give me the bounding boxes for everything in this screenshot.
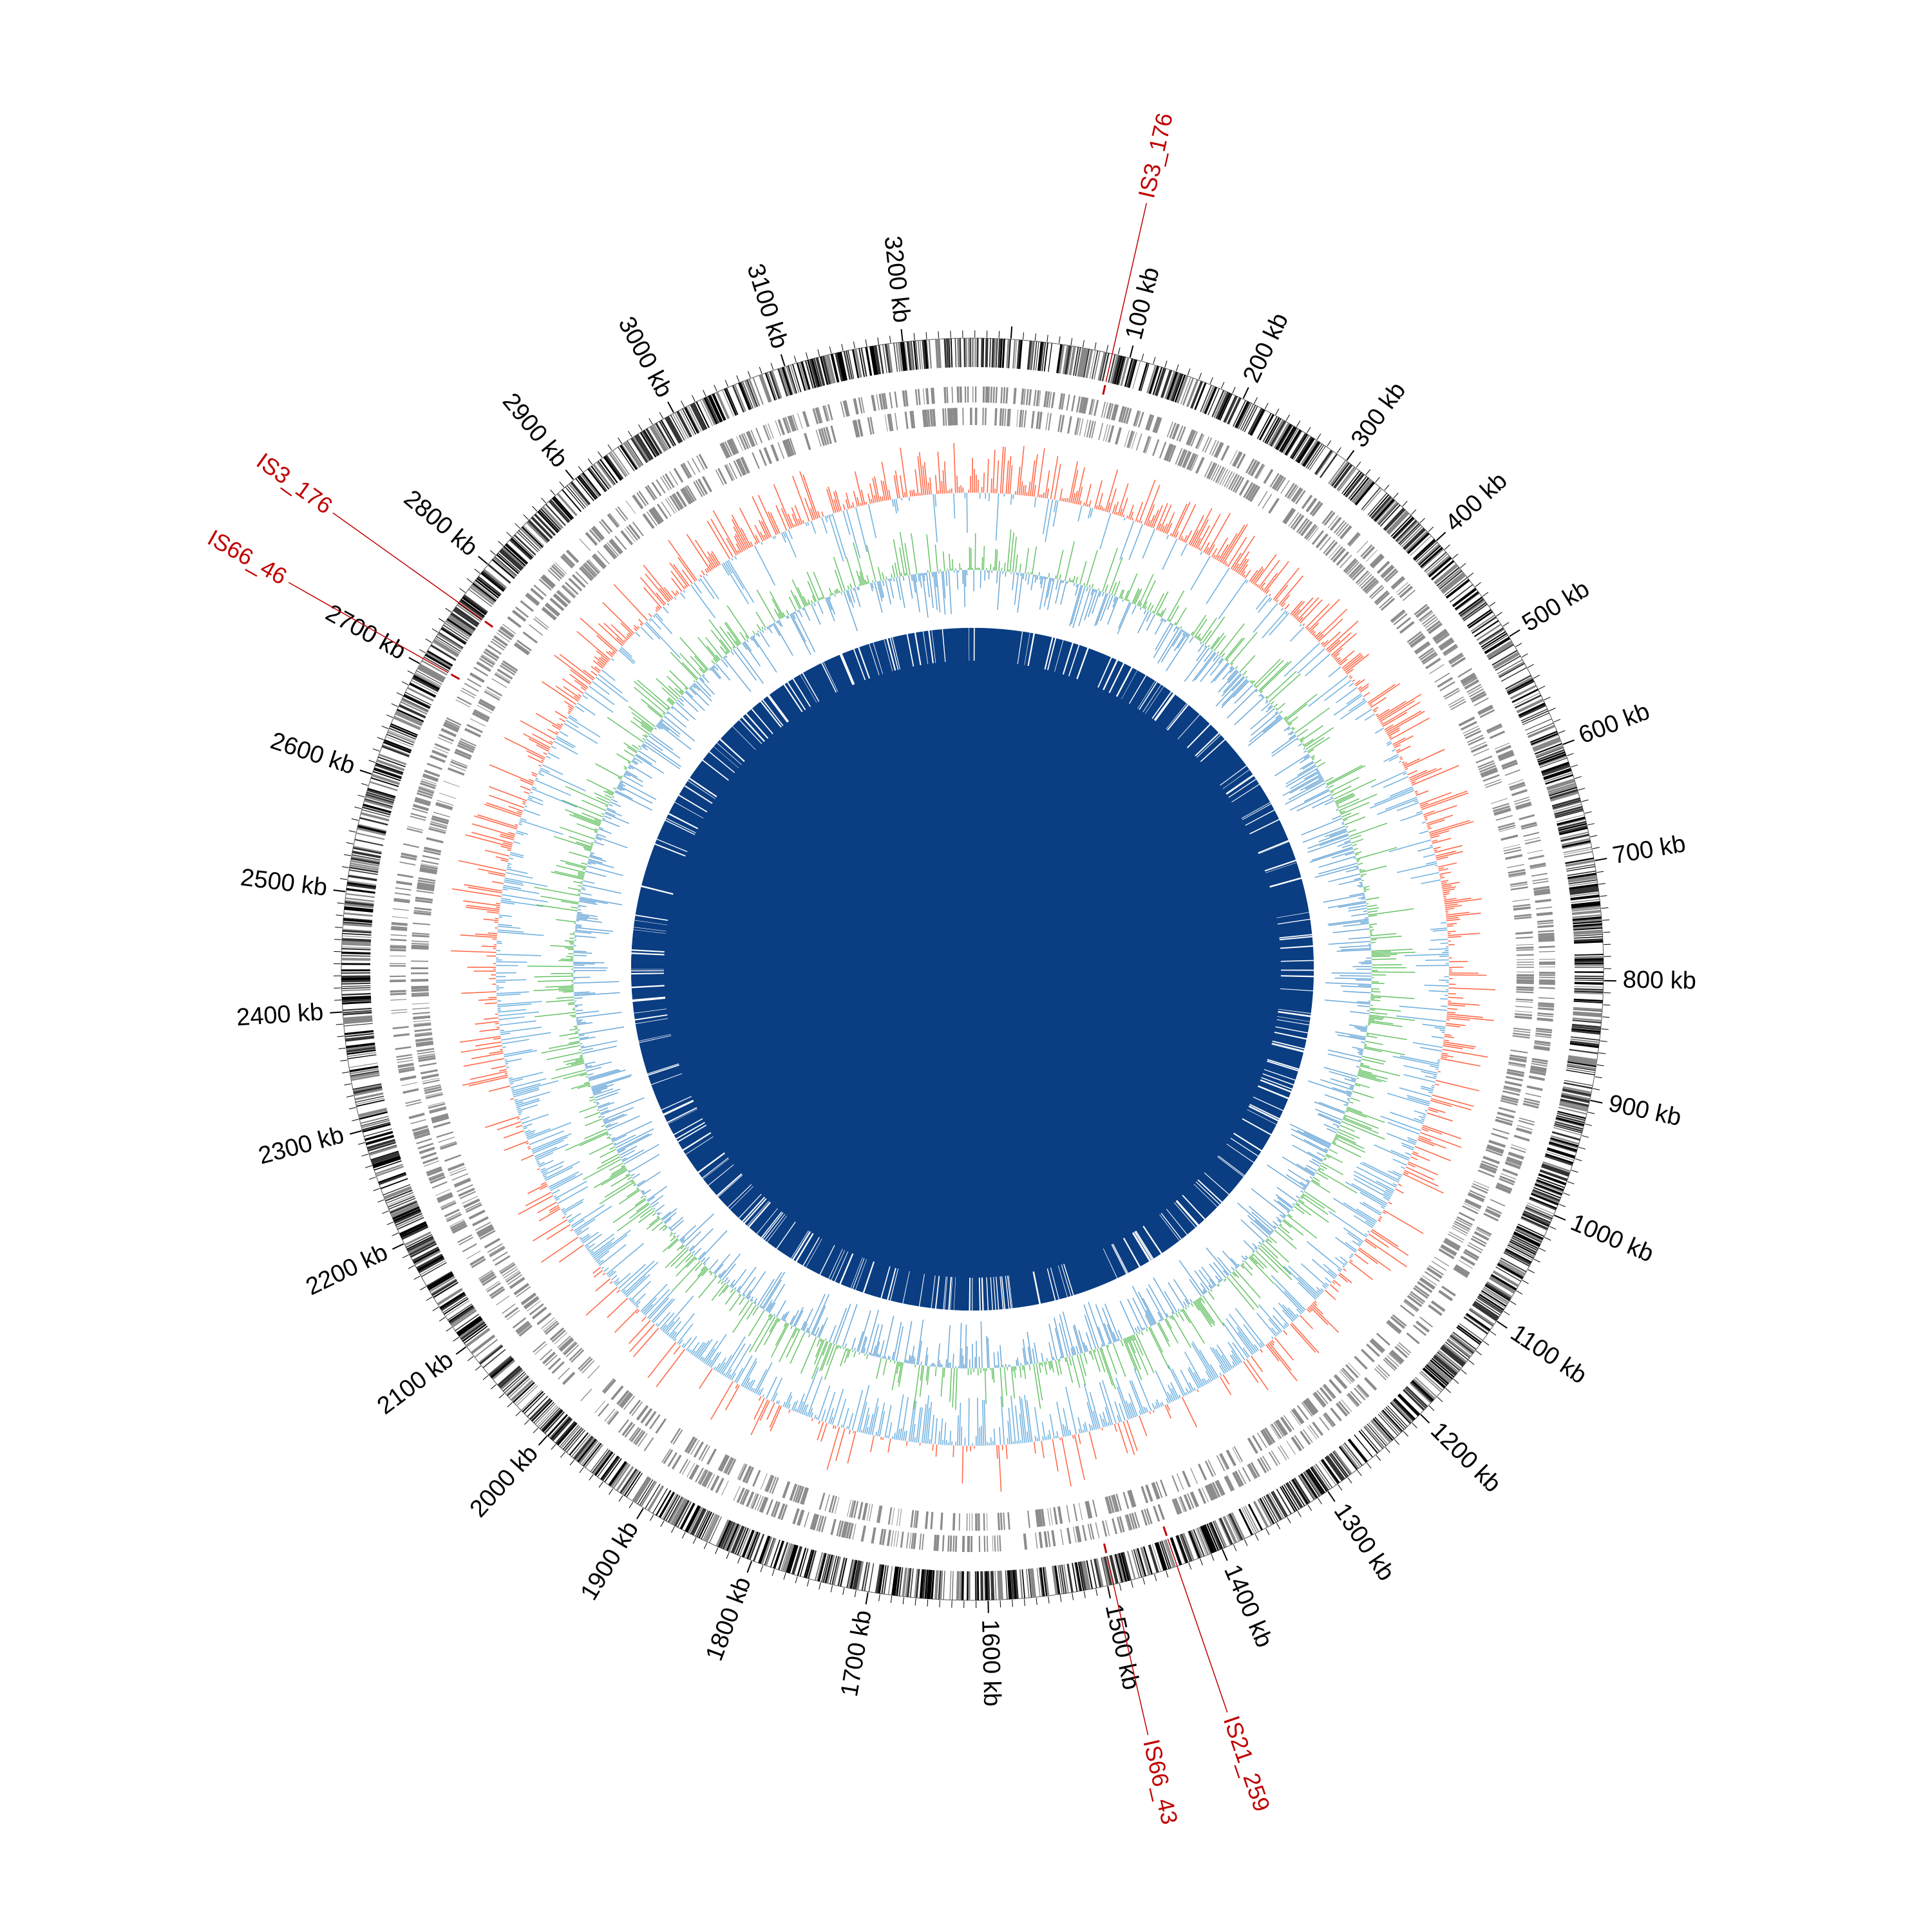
scale-label: 1600 kb [976, 1619, 1005, 1707]
scale-label: 400 kb [1440, 467, 1512, 536]
scale-label: 2800 kb [399, 485, 483, 562]
is-element-leader [1105, 203, 1148, 383]
scale-label: 300 kb [1346, 377, 1411, 453]
is-element-marker [450, 673, 460, 680]
scale-label: 3100 kb [741, 261, 793, 352]
scale-label: 600 kb [1575, 698, 1654, 750]
scale-label: 500 kb [1517, 575, 1594, 637]
scale-label: 1000 kb [1567, 1209, 1658, 1267]
scale-label: 2900 kb [497, 388, 573, 473]
scale-label: 100 kb [1121, 265, 1165, 343]
scale-label: 800 kb [1622, 966, 1696, 994]
scale-label: 200 kb [1238, 309, 1294, 387]
scale-label: 1300 kb [1329, 1499, 1400, 1586]
scale-label: 2600 kb [267, 727, 359, 780]
gene-annotation-ring [389, 386, 1556, 1553]
scale-label: 2500 kb [239, 864, 328, 901]
is-element-leader [1106, 1556, 1149, 1736]
scale-label: 2300 kb [256, 1121, 346, 1170]
is-element-marker [1162, 1526, 1168, 1537]
scale-label: 700 kb [1611, 830, 1688, 869]
scale-ticks [330, 326, 1616, 1613]
is-element-label: IS66_43 [1138, 1737, 1183, 1827]
scale-label: 1500 kb [1100, 1602, 1145, 1692]
scale-label: 2000 kb [465, 1440, 544, 1522]
scale-label: 2700 kb [321, 600, 411, 665]
is-element-leader [1167, 1539, 1228, 1713]
genome-scale-ring [341, 337, 1604, 1601]
scale-label: 2400 kb [236, 998, 325, 1031]
core-genome-ring [630, 627, 1315, 1312]
is-element-label: IS21_259 [1218, 1712, 1276, 1815]
scale-label: 3000 kb [612, 312, 677, 402]
scale-label: 1900 kb [576, 1517, 644, 1605]
is-element-leader [288, 582, 449, 674]
scale-label: 1800 kb [701, 1573, 757, 1664]
is-element-label: IS3_176 [252, 448, 337, 519]
scale-label: 1100 kb [1506, 1320, 1591, 1390]
is-element-marker [1103, 1543, 1108, 1553]
scale-label: 1400 kb [1218, 1561, 1278, 1652]
is-element-marker [1102, 384, 1106, 395]
is-element-label: IS66_46 [204, 524, 292, 590]
scale-label: 1700 kb [836, 1608, 877, 1698]
is-element-leader [332, 512, 483, 620]
is-element-label: IS3_176 [1133, 111, 1178, 201]
scale-label: 2200 kb [302, 1238, 392, 1301]
gc-skew-ring [450, 442, 1496, 1492]
scale-label: 2100 kb [372, 1346, 459, 1420]
gc-content-ring [527, 529, 1416, 1410]
scale-label: 900 kb [1606, 1090, 1683, 1132]
scale-label: 1200 kb [1425, 1417, 1506, 1498]
is-element-marker [484, 620, 494, 628]
scale-label: 3200 kb [879, 234, 916, 324]
